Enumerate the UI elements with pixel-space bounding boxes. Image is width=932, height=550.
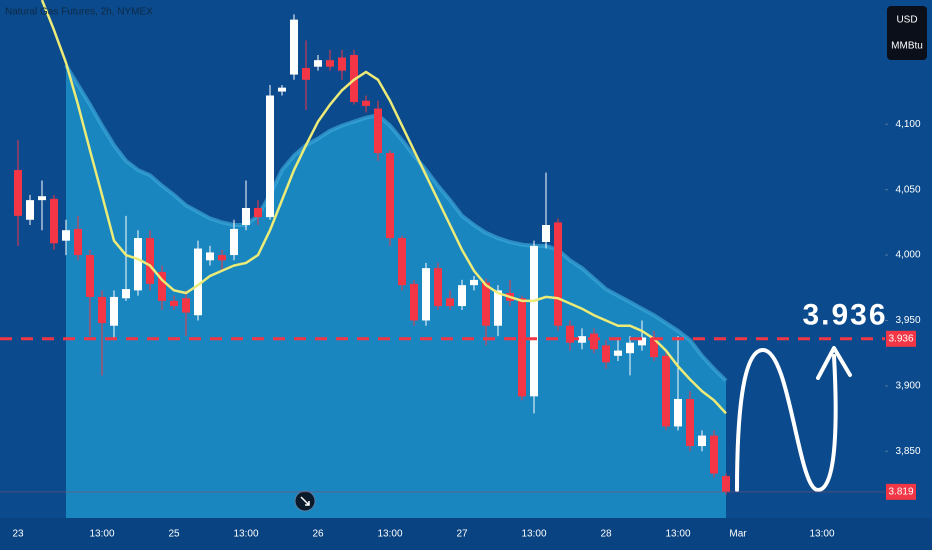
band-area xyxy=(66,65,726,518)
candle-body xyxy=(146,238,154,284)
ma-line xyxy=(40,0,727,415)
candle-body xyxy=(446,298,454,307)
candle-body xyxy=(74,228,82,256)
last-price-label: 3.819 xyxy=(888,486,913,497)
x-axis-bar xyxy=(0,518,932,550)
candle-body xyxy=(338,57,346,71)
candle-body xyxy=(410,283,418,321)
y-tick-label: 4,050 xyxy=(895,184,920,195)
candle-body xyxy=(662,355,670,427)
candle-body xyxy=(218,255,226,261)
candle-body xyxy=(26,200,34,220)
plot-area xyxy=(14,0,730,518)
candle-body xyxy=(494,290,502,326)
candle-body xyxy=(674,398,682,427)
y-tick-label: 3,850 xyxy=(895,446,920,457)
candle-body xyxy=(122,289,130,299)
x-tick-label: 26 xyxy=(312,529,324,540)
candle-body xyxy=(398,238,406,286)
x-tick-label: 13:00 xyxy=(665,529,690,540)
candle-body xyxy=(206,252,214,261)
x-tick-label: 25 xyxy=(168,529,180,540)
x-tick-label: 27 xyxy=(456,529,468,540)
candle-body xyxy=(638,337,646,346)
candle-body xyxy=(62,230,70,241)
candle-body xyxy=(602,345,610,363)
candle-body xyxy=(590,333,598,350)
candle-body xyxy=(422,268,430,321)
candle-body xyxy=(686,398,694,447)
level-tag xyxy=(886,330,916,347)
level-tag-label: 3.936 xyxy=(888,333,913,344)
x-tick-label: 23 xyxy=(12,529,24,540)
y-tick-label: 4,100 xyxy=(895,119,920,130)
level-annotation: 3.936 xyxy=(802,299,887,332)
y-tick-label: 3,900 xyxy=(895,381,920,392)
candle-body xyxy=(314,60,322,67)
candle-body xyxy=(86,255,94,297)
y-tick-label: 4,000 xyxy=(895,250,920,261)
x-tick-label: 13:00 xyxy=(809,529,834,540)
candle-body xyxy=(278,87,286,92)
x-tick-label: 13:00 xyxy=(377,529,402,540)
candle-body xyxy=(266,95,274,218)
x-tick-label: 13:00 xyxy=(521,529,546,540)
candle-body xyxy=(650,337,658,358)
candle-body xyxy=(38,196,46,201)
band-edge xyxy=(64,64,728,383)
candle-body xyxy=(326,60,334,67)
candle-body xyxy=(158,272,166,301)
x-tick-label: 13:00 xyxy=(89,529,114,540)
last-price-tag xyxy=(886,483,916,500)
x-tick-label: 28 xyxy=(600,529,612,540)
candle-body xyxy=(518,298,526,397)
candle-body xyxy=(230,228,238,256)
candle-body xyxy=(110,296,118,326)
chart-title: Natural Gas Futures, 2h, NYMEX xyxy=(5,7,153,18)
candle-body xyxy=(290,19,298,75)
candle-body xyxy=(470,279,478,286)
unit-measure: MMBtu xyxy=(891,41,923,52)
candle-body xyxy=(530,245,538,397)
candle-body xyxy=(182,298,190,313)
candle-body xyxy=(698,435,706,447)
unit-box xyxy=(887,6,927,60)
candle-body xyxy=(386,153,394,239)
x-tick-label: Mar xyxy=(729,529,747,540)
candle-body xyxy=(566,325,574,343)
candle-body xyxy=(14,170,22,216)
candle-body xyxy=(194,248,202,316)
candle-body xyxy=(374,108,382,154)
candle-body xyxy=(170,300,178,307)
candle-body xyxy=(434,268,442,307)
candle-body xyxy=(302,68,310,80)
forecast-arrow xyxy=(735,346,852,492)
candle-body xyxy=(626,342,634,354)
x-tick-label: 13:00 xyxy=(233,529,258,540)
candle-body xyxy=(542,224,550,242)
candle-body xyxy=(614,350,622,356)
unit-currency: USD xyxy=(896,15,917,26)
y-tick-label: 3,950 xyxy=(895,315,920,326)
candle-body xyxy=(134,238,142,291)
candle-body xyxy=(98,296,106,324)
candle-body xyxy=(710,435,718,474)
candle-body xyxy=(242,207,250,225)
scroll-icon xyxy=(300,496,310,506)
candle-body xyxy=(254,207,262,218)
candle-body xyxy=(578,336,586,343)
candle-body xyxy=(50,198,58,244)
candle-body xyxy=(722,476,730,492)
candle-body xyxy=(482,282,490,326)
candle-body xyxy=(554,222,562,326)
candle-body xyxy=(458,285,466,307)
candle-body xyxy=(362,100,370,106)
